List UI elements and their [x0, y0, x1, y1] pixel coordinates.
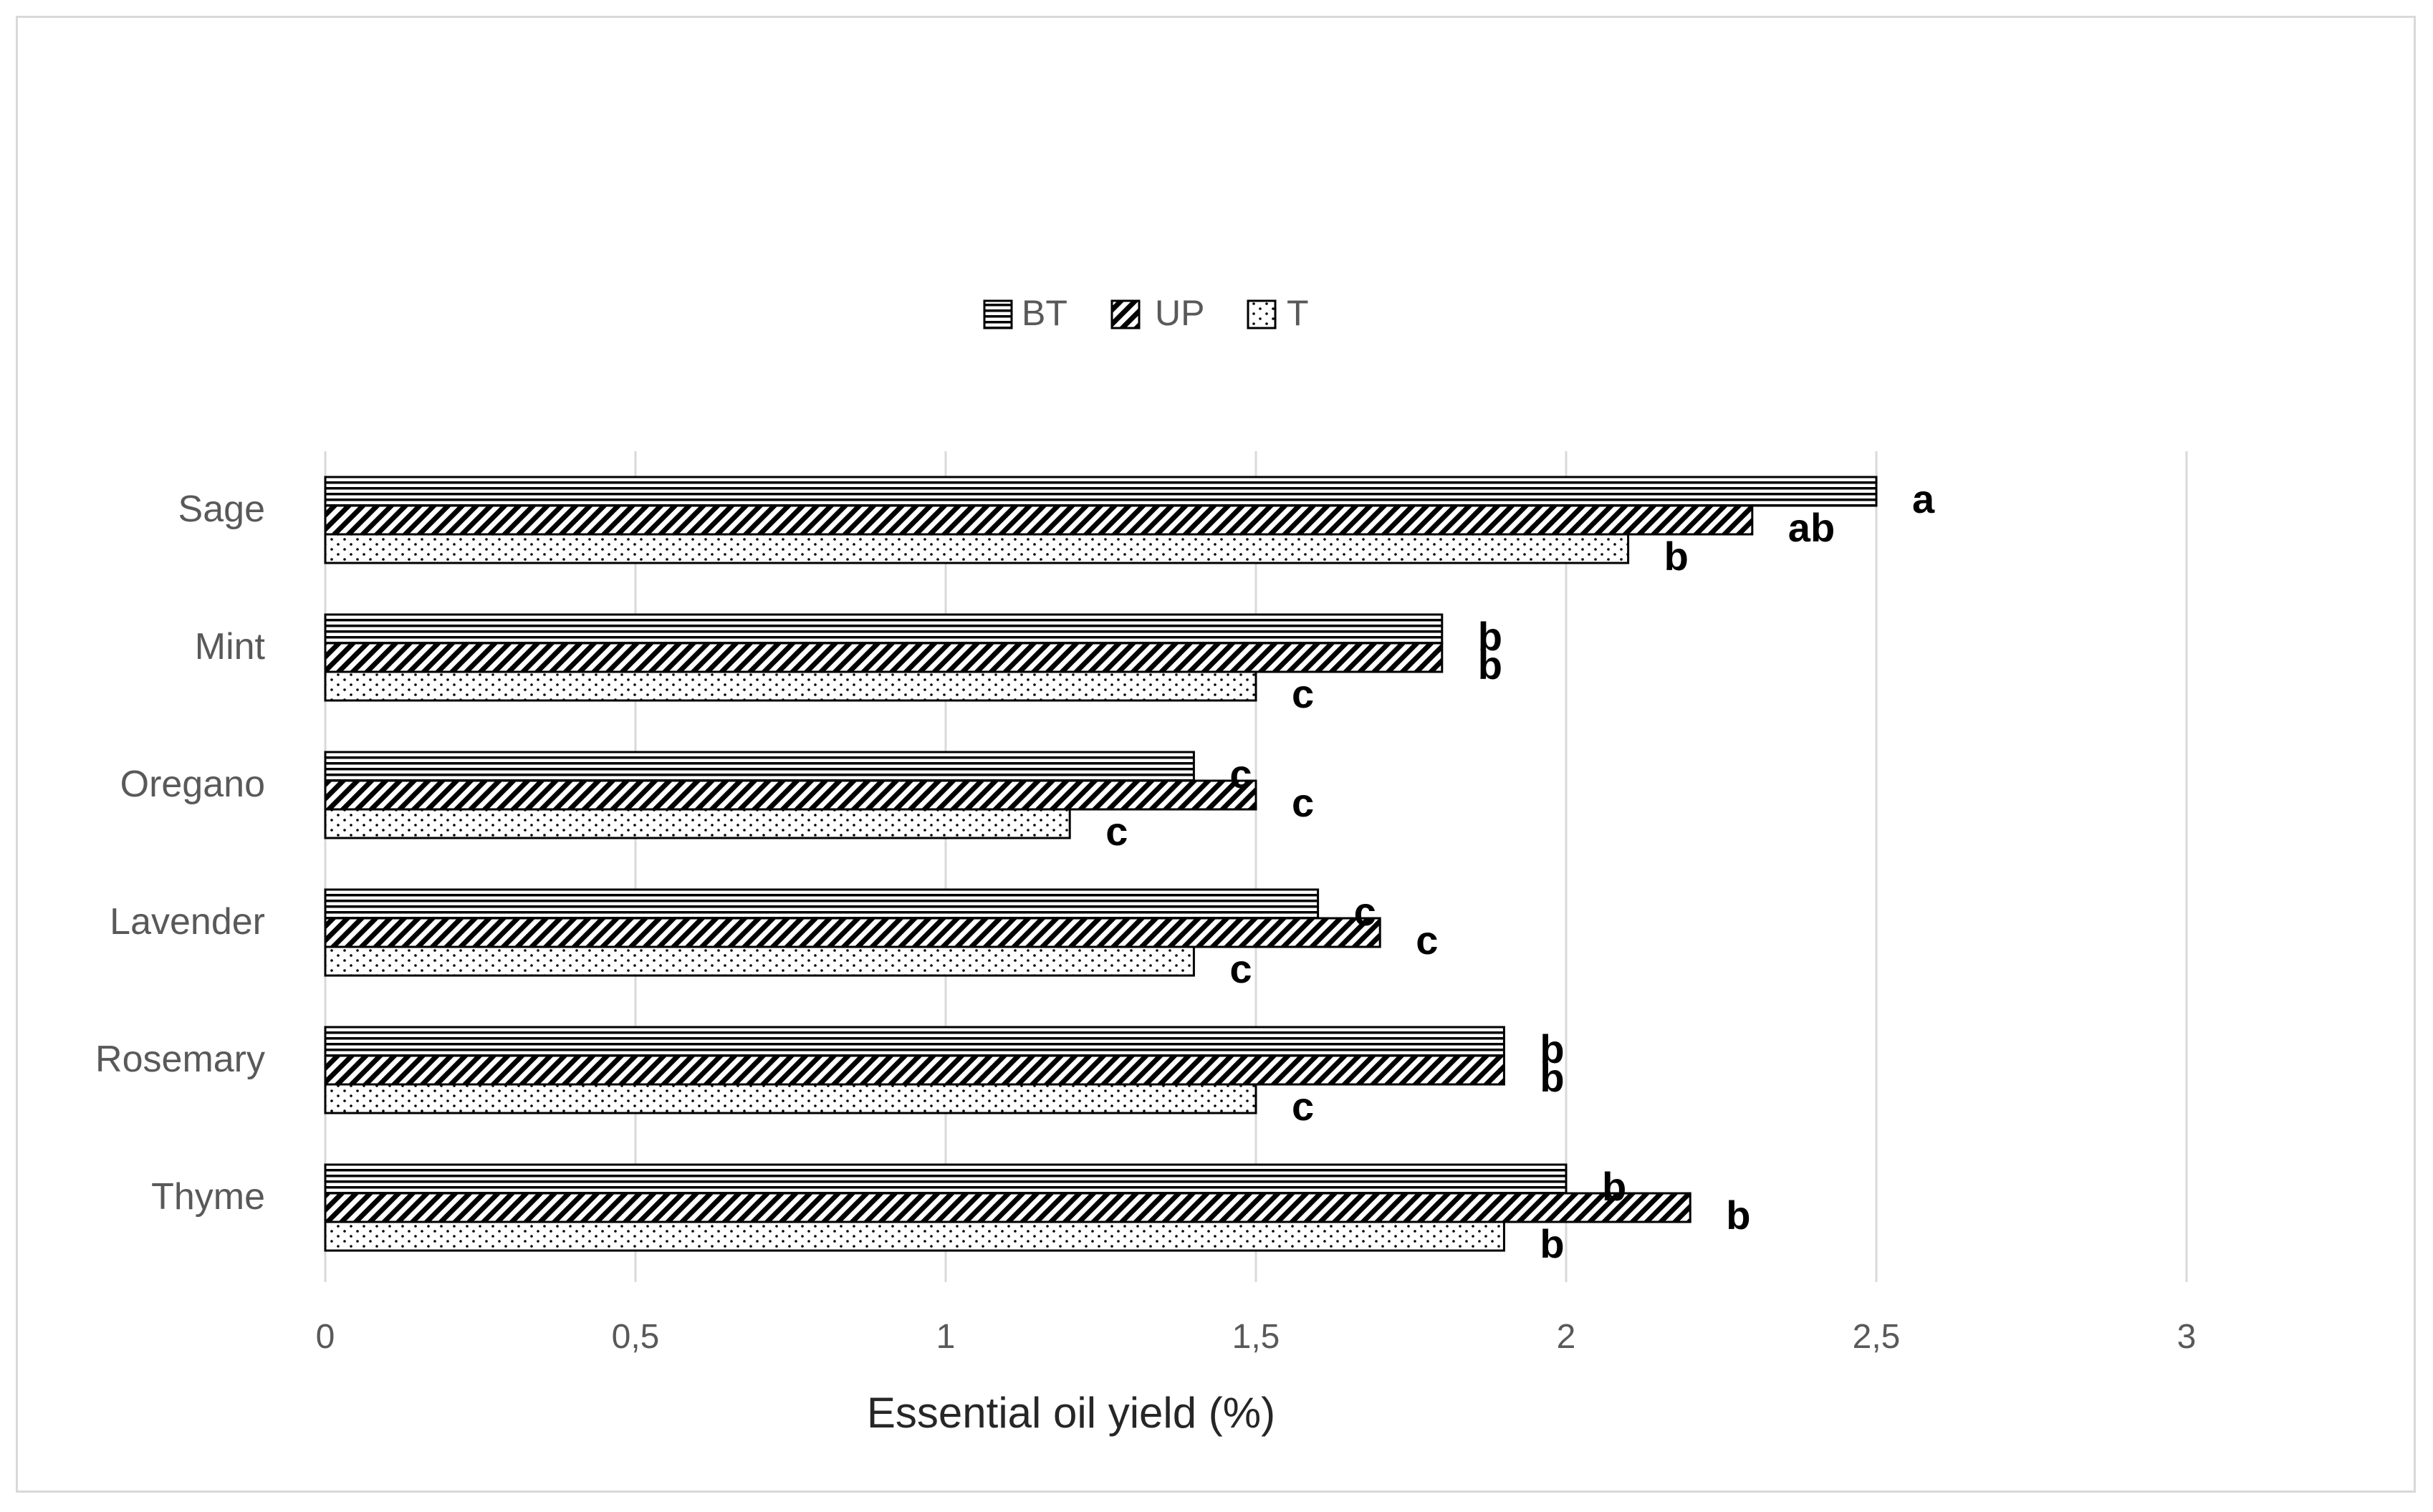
- significance-label: c: [1229, 751, 1252, 796]
- x-tick-labels: 0 0,5 1 1,5 2 2,5 3: [316, 1318, 2197, 1356]
- significance-label: a: [1912, 476, 1935, 521]
- x-tick-label: 0,5: [612, 1318, 660, 1356]
- x-tick-label: 2,5: [1853, 1318, 1901, 1356]
- category-label: Lavender: [110, 901, 265, 943]
- x-tick-label: 1: [936, 1318, 956, 1356]
- category-label: Sage: [178, 488, 265, 530]
- x-tick-label: 2: [1557, 1318, 1576, 1356]
- bar-up: [324, 504, 1754, 536]
- significance-label: c: [1292, 780, 1314, 825]
- category-labels: Sage Mint Oregano Lavender Rosemary Thyme: [95, 488, 265, 1218]
- x-axis-title: Essential oil yield (%): [867, 1389, 1275, 1437]
- bar-bt: [324, 1163, 1568, 1195]
- bar-bt: [324, 613, 1444, 645]
- x-tick-label: 3: [2177, 1318, 2197, 1356]
- category-label: Mint: [195, 626, 266, 668]
- significance-label: b: [1540, 1055, 1564, 1100]
- significance-label: c: [1416, 918, 1438, 963]
- legend-swatch-up: [1110, 299, 1141, 329]
- bar-up: [324, 779, 1257, 811]
- significance-label: b: [1478, 642, 1502, 688]
- significance-label: b: [1540, 1026, 1564, 1072]
- significance-label: c: [1229, 946, 1252, 991]
- bar-bt: [324, 888, 1320, 920]
- legend-label-t: T: [1287, 293, 1309, 333]
- bar-up: [324, 1054, 1505, 1086]
- bar-t: [324, 808, 1071, 839]
- significance-label: c: [1292, 1084, 1314, 1129]
- bar-t: [324, 533, 1630, 564]
- bar-bt: [324, 751, 1195, 782]
- significance-label: b: [1602, 1164, 1626, 1209]
- category-label: Oregano: [120, 764, 265, 805]
- bar-up: [324, 917, 1381, 948]
- bar-t: [324, 945, 1195, 977]
- bar-bt: [324, 1026, 1505, 1057]
- legend-label-bt: BT: [1022, 293, 1067, 333]
- significance-label: b: [1540, 1221, 1564, 1266]
- bar-bt: [324, 476, 1878, 507]
- significance-label: b: [1478, 614, 1502, 659]
- legend: BT UP T: [983, 293, 1309, 333]
- significance-label: c: [1292, 671, 1314, 716]
- significance-label: c: [1105, 809, 1128, 854]
- x-tick-label: 0: [316, 1318, 335, 1356]
- x-tick-label: 1,5: [1232, 1318, 1280, 1356]
- bar-t: [324, 1083, 1257, 1114]
- category-label: Rosemary: [95, 1039, 265, 1080]
- legend-swatch-bt: [983, 299, 1013, 329]
- bar-up: [324, 1192, 1691, 1223]
- bar-t: [324, 670, 1257, 702]
- bars: [324, 476, 1878, 1252]
- significance-label: b: [1664, 534, 1689, 579]
- category-label: Thyme: [151, 1176, 265, 1218]
- bar-t: [324, 1220, 1505, 1252]
- gridlines: [324, 451, 2188, 1282]
- significance-label: c: [1354, 889, 1376, 934]
- legend-swatch-t: [1247, 299, 1277, 329]
- significance-label: ab: [1788, 505, 1835, 550]
- legend-label-up: UP: [1155, 293, 1204, 333]
- significance-label: b: [1726, 1193, 1750, 1238]
- bar-up: [324, 642, 1444, 673]
